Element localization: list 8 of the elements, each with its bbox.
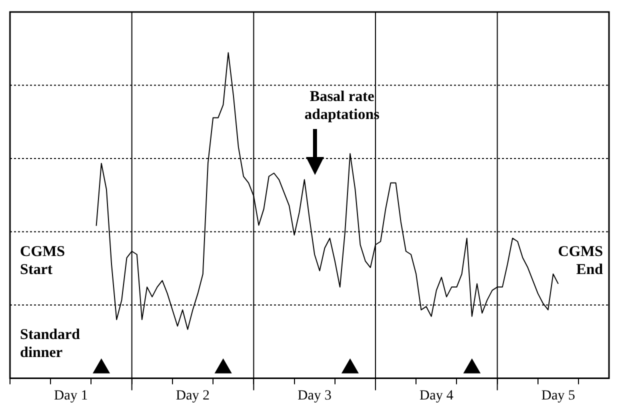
annotation: CGMS Start: [20, 243, 65, 279]
x-tick-label: Day 2: [176, 388, 210, 404]
x-tick-label: Day 4: [419, 388, 454, 404]
x-tick-label: Day 3: [298, 388, 332, 404]
annotation: CGMS End: [558, 243, 603, 279]
x-tick-label: Day 1: [54, 388, 88, 404]
annotation: Standard dinner: [20, 326, 80, 362]
x-tick-label: Day 5: [541, 388, 576, 404]
